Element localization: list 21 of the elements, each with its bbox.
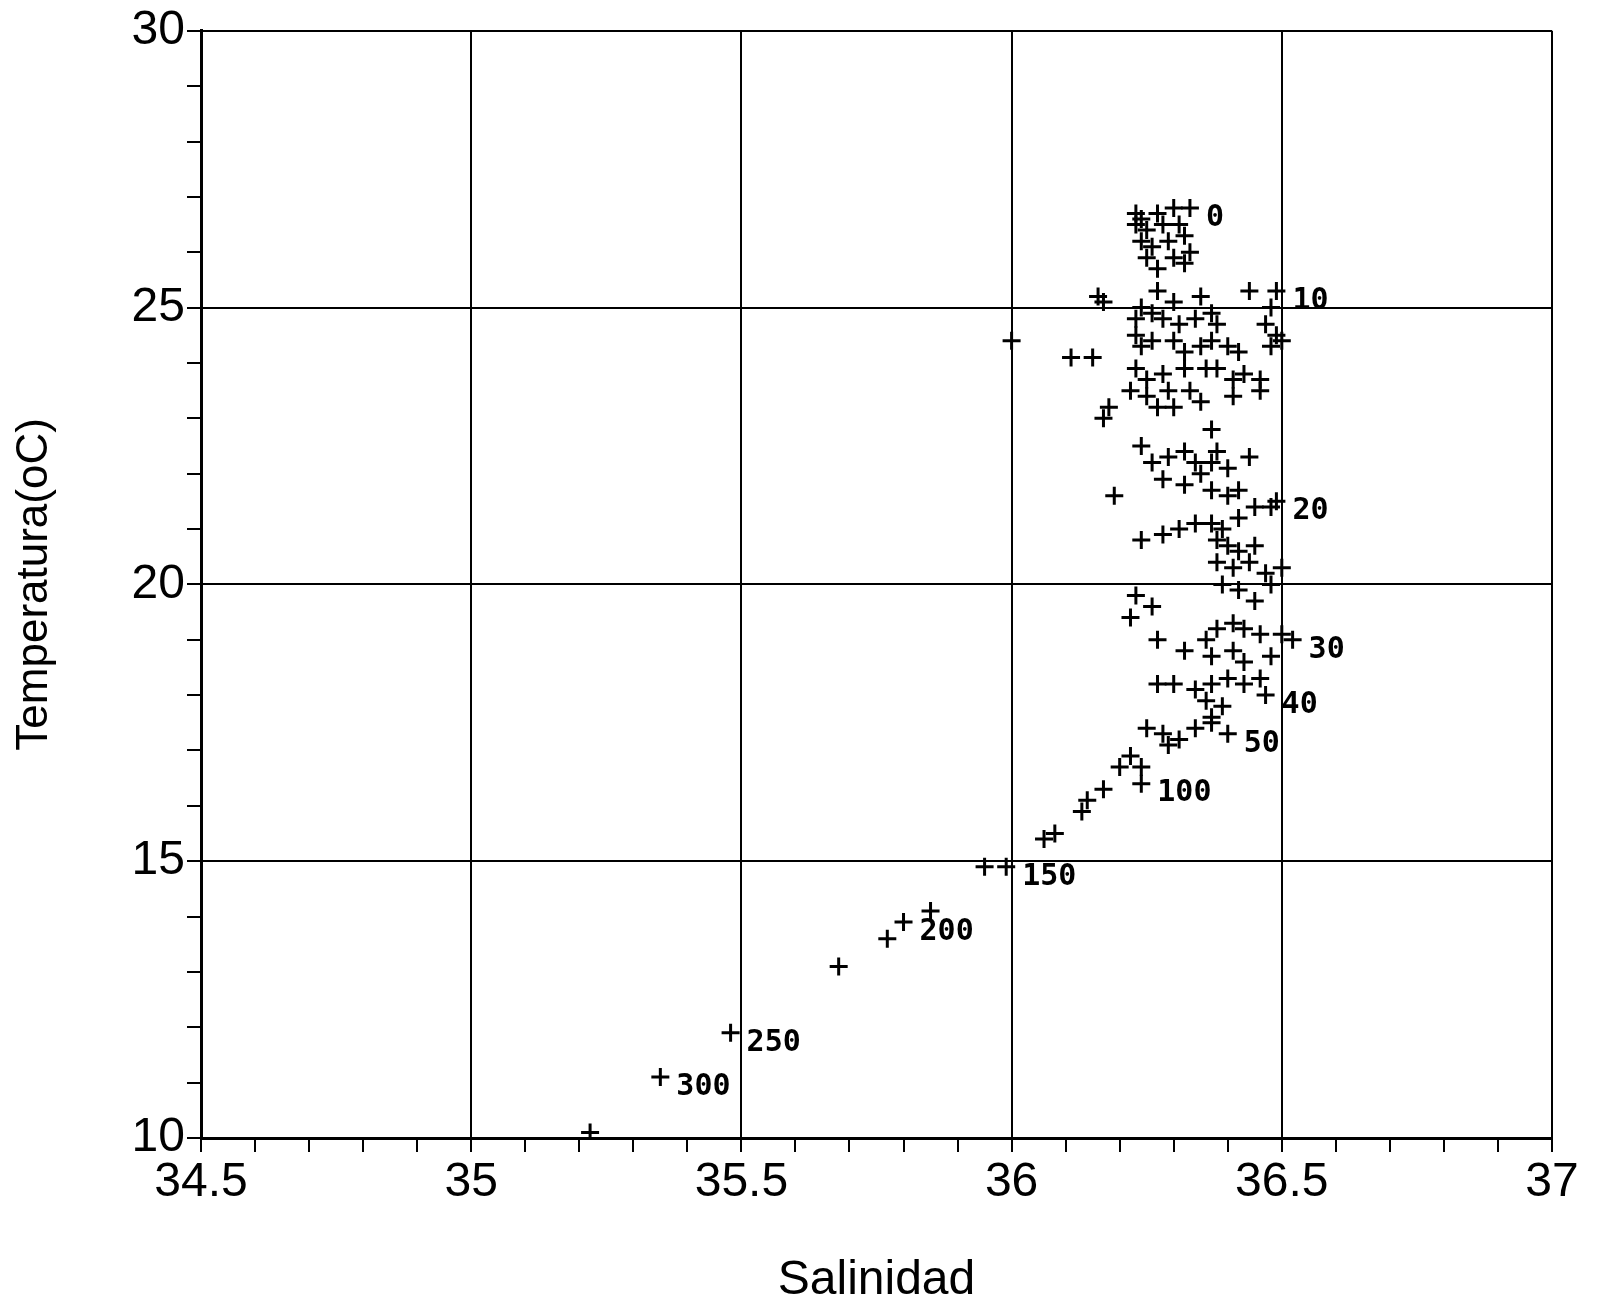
x-tick-label: 35 (444, 1153, 498, 1207)
annotation: 20 (1292, 491, 1329, 527)
y-axis-title: Temperatura(oC) (6, 418, 56, 751)
annotation: 50 (1243, 723, 1280, 759)
x-tick-label: 36.5 (1235, 1153, 1329, 1207)
annotation: 100 (1157, 773, 1212, 809)
annotation: 300 (676, 1066, 731, 1102)
annotation: 250 (746, 1022, 801, 1058)
annotation: 150 (1022, 856, 1077, 892)
annotation: 30 (1308, 629, 1345, 665)
annotation: 40 (1281, 684, 1318, 720)
y-tick-label: 20 (131, 554, 185, 608)
y-tick-label: 15 (131, 831, 185, 885)
annotation: 200 (919, 911, 974, 947)
x-tick-label: 37 (1525, 1153, 1579, 1207)
y-tick-label: 30 (131, 1, 185, 55)
x-axis-title: Salinidad (777, 1251, 976, 1305)
y-tick-label: 25 (131, 277, 185, 331)
x-tick-label: 36 (984, 1153, 1039, 1207)
annotation: 0 (1205, 197, 1224, 233)
x-tick-label: 35.5 (694, 1153, 789, 1207)
